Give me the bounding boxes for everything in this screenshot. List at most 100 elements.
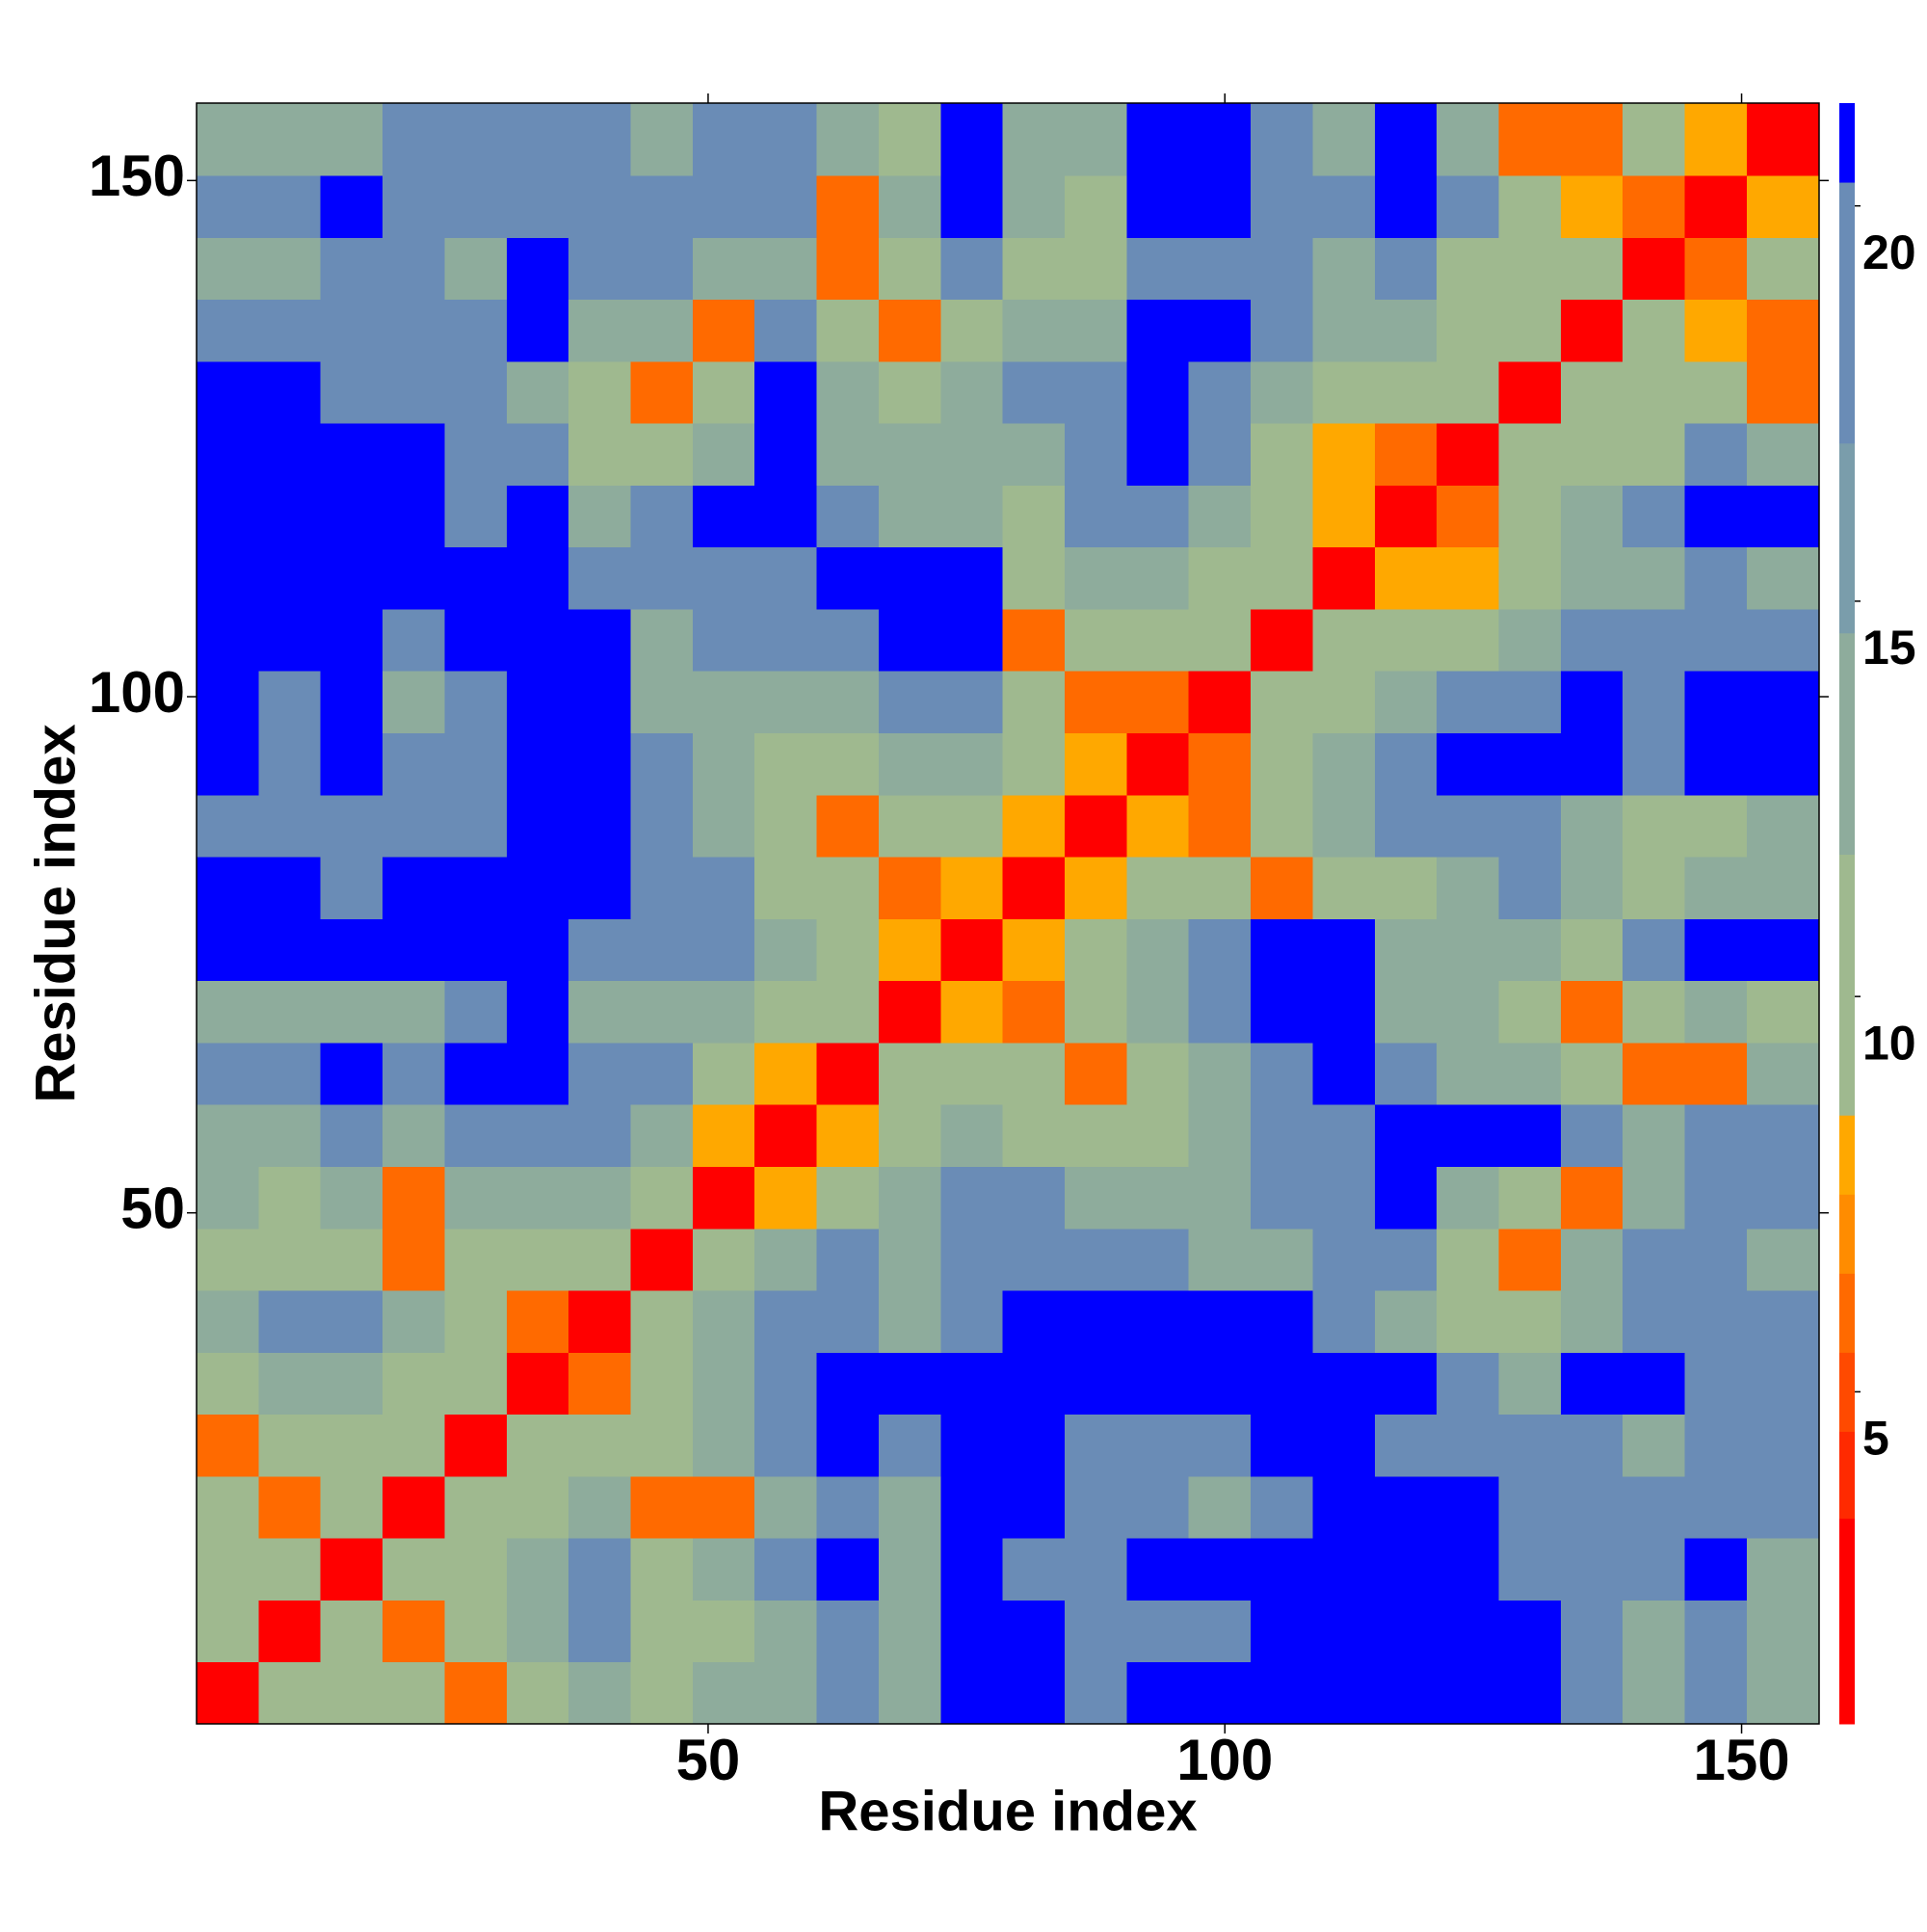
heatmap-cell: [383, 1290, 445, 1353]
heatmap-cell: [1746, 857, 1820, 919]
heatmap-cell: [1623, 1538, 1686, 1601]
heatmap-cell: [258, 671, 322, 734]
heatmap-cell: [383, 1600, 445, 1663]
heatmap-cell: [383, 1042, 445, 1105]
heatmap-cell: [878, 237, 941, 301]
heatmap-cell: [568, 237, 631, 301]
heatmap-cell: [878, 174, 941, 238]
heatmap-cell: [1188, 1104, 1252, 1167]
heatmap-cell: [383, 299, 445, 362]
heatmap-cell: [1560, 546, 1623, 610]
heatmap-cell: [1437, 1661, 1499, 1725]
heatmap-cell: [692, 1290, 755, 1353]
heatmap-cell: [383, 857, 445, 919]
heatmap-cell: [1251, 1104, 1313, 1167]
heatmap-cell: [816, 1538, 880, 1601]
heatmap-cell: [878, 671, 941, 734]
heatmap-cell: [940, 794, 1004, 858]
heatmap-cell: [444, 360, 508, 424]
heatmap-cell: [1746, 1352, 1820, 1416]
heatmap-cell: [1064, 174, 1127, 238]
heatmap-cell: [1623, 1166, 1686, 1230]
heatmap-cell: [506, 671, 569, 734]
heatmap-cell: [816, 918, 880, 982]
heatmap-cell: [1312, 1414, 1376, 1477]
heatmap-cell: [197, 1661, 259, 1725]
heatmap-cell: [1623, 1414, 1686, 1477]
heatmap-cell: [1498, 732, 1562, 796]
heatmap-cell: [1746, 608, 1820, 672]
heatmap-cell: [878, 1475, 941, 1539]
heatmap-cell: [1374, 857, 1438, 919]
heatmap-cell: [1126, 1661, 1190, 1725]
heatmap-cell: [568, 794, 631, 858]
heatmap-cell: [320, 237, 383, 301]
heatmap-cell: [1188, 174, 1252, 238]
heatmap-cell: [568, 1042, 631, 1105]
heatmap-cell: [816, 671, 880, 734]
heatmap-cell: [1126, 1538, 1190, 1601]
heatmap-cell: [197, 237, 259, 301]
heatmap-cell: [568, 1166, 631, 1230]
heatmap-cell: [940, 1042, 1004, 1105]
heatmap-cell: [1251, 1290, 1313, 1353]
heatmap-cell: [506, 1166, 569, 1230]
heatmap-cell: [320, 1538, 383, 1601]
heatmap-cell: [1623, 1475, 1686, 1539]
heatmap-cell: [197, 546, 259, 610]
heatmap-cell: [1437, 732, 1499, 796]
heatmap-cell: [444, 1290, 508, 1353]
heatmap-cell: [1064, 237, 1127, 301]
heatmap-cell: [506, 1475, 569, 1539]
heatmap-cell: [754, 237, 818, 301]
heatmap-cell: [568, 360, 631, 424]
heatmap-cell: [1623, 1290, 1686, 1353]
heatmap-cell: [1188, 1166, 1252, 1230]
heatmap-cell: [197, 1414, 259, 1477]
heatmap-cell: [1623, 608, 1686, 672]
heatmap-cell: [1746, 360, 1820, 424]
heatmap-cell: [1126, 546, 1190, 610]
heatmap-cell: [506, 857, 569, 919]
heatmap-cell: [754, 918, 818, 982]
heatmap-cell: [1746, 1166, 1820, 1230]
colorbar-segment: [1839, 1518, 1855, 1725]
heatmap-cell: [1560, 1475, 1623, 1539]
heatmap-cell: [630, 1475, 694, 1539]
heatmap-cell: [1064, 980, 1127, 1044]
heatmap-cell: [444, 671, 508, 734]
heatmap-cell: [197, 671, 259, 734]
heatmap-cell: [1374, 608, 1438, 672]
heatmap-cell: [320, 794, 383, 858]
heatmap-cell: [630, 857, 694, 919]
heatmap-cell: [1312, 423, 1376, 486]
heatmap-cell: [754, 174, 818, 238]
heatmap-cell: [258, 1475, 322, 1539]
heatmap-cell: [1064, 1228, 1127, 1291]
heatmap-cell: [1374, 360, 1438, 424]
heatmap-cell: [320, 1475, 383, 1539]
heatmap-cell: [568, 174, 631, 238]
heatmap-cell: [1374, 1600, 1438, 1663]
heatmap-cell: [1374, 794, 1438, 858]
heatmap-cell: [940, 1166, 1004, 1230]
heatmap-cell: [1374, 299, 1438, 362]
x-axis-title: Residue index: [818, 1780, 1197, 1842]
heatmap-cell: [1002, 1538, 1066, 1601]
heatmap-cell: [444, 423, 508, 486]
heatmap-cell: [1746, 1290, 1820, 1353]
heatmap-cell: [197, 1104, 259, 1167]
heatmap-cell: [320, 1414, 383, 1477]
heatmap-cell: [1560, 1538, 1623, 1601]
heatmap-cell: [1684, 857, 1748, 919]
heatmap-cell: [630, 1414, 694, 1477]
heatmap-cell: [1498, 794, 1562, 858]
heatmap-cell: [258, 1661, 322, 1725]
heatmap-cell: [258, 1414, 322, 1477]
heatmap-cell: [754, 980, 818, 1044]
heatmap-cell: [1002, 608, 1066, 672]
heatmap-cell: [258, 608, 322, 672]
heatmap-cell: [197, 299, 259, 362]
heatmap-cell: [816, 980, 880, 1044]
